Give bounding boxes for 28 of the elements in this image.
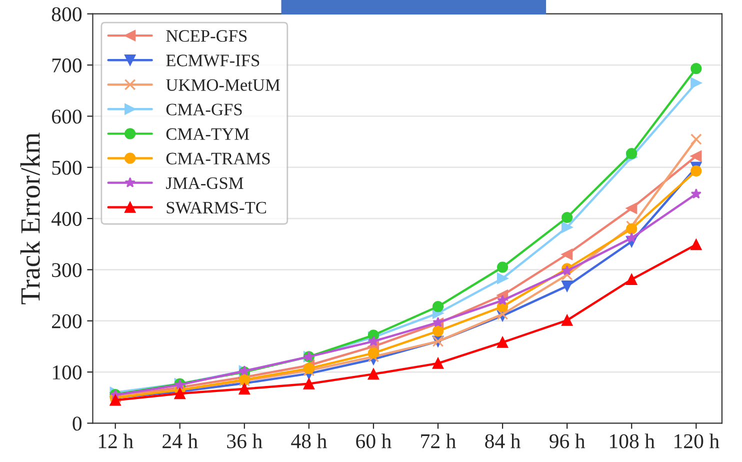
y-axis-title: Track Error/km bbox=[20, 132, 40, 304]
legend-label: CMA-GFS bbox=[166, 104, 242, 116]
x-tick-label: 108 h bbox=[610, 434, 655, 448]
x-tick-label: 96 h bbox=[550, 434, 586, 448]
x-tick-label: 84 h bbox=[485, 434, 521, 448]
legend-label: ECMWF-IFS bbox=[166, 54, 260, 66]
legend-label: UKMO-MetUM bbox=[166, 79, 280, 91]
x-tick-label: 24 h bbox=[162, 434, 198, 448]
y-tick-label: 100 bbox=[52, 365, 82, 380]
legend-label: NCEP-GFS bbox=[166, 30, 247, 42]
x-tick-label: 36 h bbox=[227, 434, 262, 448]
x-tick-label: 48 h bbox=[291, 434, 327, 448]
y-tick-label: 400 bbox=[51, 212, 82, 226]
y-tick-label: 200 bbox=[52, 314, 82, 328]
y-tick-label: 600 bbox=[52, 110, 82, 124]
x-tick-label: 12 h bbox=[98, 434, 134, 448]
x-tick-label: 120 h bbox=[674, 434, 720, 448]
legend-label: JMA-GSM bbox=[166, 177, 244, 189]
legend-label: SWARMS-TC bbox=[166, 202, 266, 214]
legend-label: CMA-TRAMS bbox=[166, 152, 270, 164]
y-tick-label: 0 bbox=[72, 416, 82, 431]
y-tick-label: 800 bbox=[52, 7, 82, 22]
x-tick-label: 60 h bbox=[356, 434, 392, 448]
y-tick-label: 300 bbox=[52, 263, 82, 278]
y-tick-label: 700 bbox=[52, 58, 82, 72]
x-tick-label: 72 h bbox=[421, 434, 456, 448]
legend-label: CMA-TYM bbox=[166, 128, 250, 140]
y-tick-label: 500 bbox=[52, 160, 82, 175]
